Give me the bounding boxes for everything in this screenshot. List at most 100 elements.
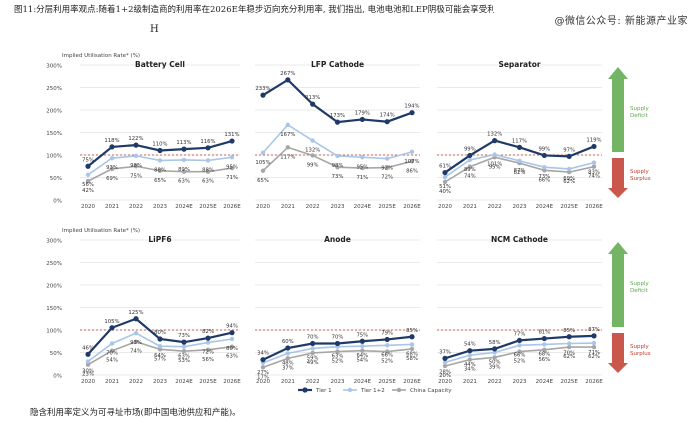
- data-label: 93%: [130, 340, 142, 346]
- supply-deficit-arrow: [608, 67, 628, 152]
- data-label: 72%: [381, 175, 393, 181]
- data-point: [566, 344, 572, 350]
- data-point: [310, 350, 315, 356]
- data-label: 71%: [588, 350, 600, 356]
- data-point: [181, 169, 187, 174]
- data-label: 95%: [489, 164, 501, 170]
- data-label: 118%: [104, 138, 119, 144]
- data-label: 95%: [226, 164, 238, 170]
- chart-panel-battery-cell: 0% 50% 100% 150% 200% 250% 300%Implied Utilisa…: [46, 53, 241, 210]
- data-label: 34%: [464, 367, 476, 373]
- data-label: 64%: [154, 353, 166, 359]
- data-label: 39%: [489, 364, 501, 370]
- data-label: 98%: [332, 163, 344, 169]
- legend-label: Tier 1: [315, 388, 332, 394]
- x-tick-label: 2026E: [403, 204, 421, 210]
- data-point: [85, 351, 91, 357]
- data-label: 61%: [439, 164, 451, 170]
- data-point: [384, 349, 390, 354]
- data-point: [492, 346, 498, 352]
- supply-deficit-label: Supply: [630, 281, 649, 287]
- data-point: [492, 350, 497, 355]
- legend-label: China Capacity: [410, 388, 452, 394]
- x-tick-label: 2023: [153, 204, 167, 210]
- data-label: 49%: [307, 360, 319, 366]
- x-tick-label: 2020: [81, 379, 95, 385]
- data-label: 105%: [104, 319, 119, 325]
- data-label: 54%: [106, 358, 118, 364]
- data-point: [285, 145, 291, 150]
- data-label: 75%: [82, 157, 94, 163]
- y-tick-label: 150%: [46, 306, 62, 312]
- data-point: [359, 116, 365, 123]
- data-point: [591, 164, 597, 169]
- y-tick-label: 100%: [46, 154, 62, 160]
- data-label: 40%: [439, 189, 451, 195]
- data-label: 89%: [178, 167, 190, 173]
- data-point: [260, 168, 266, 173]
- data-point: [310, 153, 315, 158]
- data-label: 71%: [226, 175, 238, 181]
- header-mark: H: [150, 24, 159, 35]
- data-label: 73%: [332, 174, 344, 180]
- data-point: [157, 336, 163, 342]
- x-tick-label: 2024E: [536, 379, 554, 385]
- x-tick-label: 2023: [513, 204, 527, 210]
- data-label: 85%: [563, 328, 575, 334]
- data-label: 64%: [356, 353, 368, 359]
- data-label: 116%: [200, 139, 215, 145]
- data-label: 72%: [202, 350, 214, 356]
- chart-title: LFP Cathode: [311, 60, 364, 69]
- data-label: 70%: [563, 351, 575, 357]
- data-point: [157, 158, 163, 163]
- data-label: 174%: [380, 113, 395, 119]
- data-label: 46%: [82, 345, 94, 351]
- data-point: [285, 345, 291, 351]
- data-point: [467, 157, 473, 163]
- data-label: 65%: [257, 178, 269, 184]
- chart-panel-ncm-cathode: NCM Cathode 2020 2021 2022 2023 2024E 2025E 202…: [437, 235, 603, 385]
- data-label: 63%: [332, 354, 344, 360]
- data-label: 125%: [128, 310, 143, 316]
- supply-surplus-arrow: [608, 333, 628, 373]
- data-label: 68%: [406, 351, 418, 357]
- data-label: 70%: [332, 335, 344, 341]
- data-point: [541, 335, 547, 342]
- data-label: 88%: [202, 167, 214, 173]
- supply-surplus-label: Surplus: [630, 176, 651, 182]
- data-label: 97%: [563, 147, 575, 153]
- data-point: [334, 340, 341, 347]
- data-point: [157, 168, 163, 173]
- supply-deficit-label: Deficit: [630, 288, 649, 294]
- footnote: 隐含利用率定义为可寻址市场(即中国电池供应和产能)。: [30, 408, 241, 418]
- data-label: 194%: [404, 104, 419, 110]
- data-label: 65%: [154, 178, 166, 184]
- data-point: [85, 359, 91, 364]
- data-label: 66%: [514, 352, 526, 358]
- data-label: 93%: [106, 165, 118, 171]
- data-label: 87%: [588, 327, 600, 333]
- data-label: 73%: [538, 174, 550, 180]
- data-label: 98%: [130, 163, 142, 169]
- y-tick-label: 50%: [50, 176, 62, 182]
- data-label: 86%: [406, 168, 418, 174]
- data-label: 52%: [381, 359, 393, 365]
- supply-surplus-arrow: [608, 158, 628, 198]
- data-point: [591, 340, 597, 346]
- data-point: [285, 351, 291, 356]
- data-label: 132%: [305, 148, 320, 154]
- data-point: [492, 152, 497, 157]
- data-point: [542, 168, 547, 173]
- data-label: 63%: [178, 179, 190, 185]
- legend-label: Tier 1+2: [360, 388, 385, 394]
- supply-surplus-label: Surplus: [630, 351, 651, 357]
- data-label: 233%: [255, 86, 270, 92]
- x-tick-label: 2024E: [175, 204, 193, 210]
- data-point: [360, 344, 365, 349]
- data-point: [85, 178, 91, 184]
- data-label: 56%: [82, 182, 94, 188]
- data-label: 110%: [152, 142, 167, 148]
- data-label: 17%: [257, 374, 269, 380]
- x-tick-label: 2021: [105, 204, 119, 210]
- data-label: 34%: [257, 351, 269, 357]
